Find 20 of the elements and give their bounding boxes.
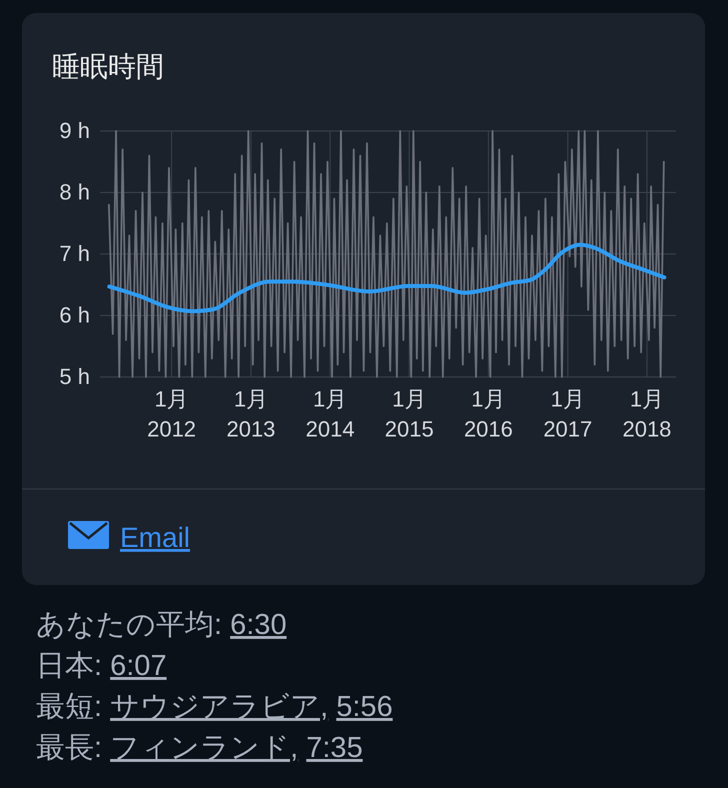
y-tick-label: 6 h	[59, 302, 90, 328]
line-series	[107, 242, 666, 314]
x-tick-label: 1月 2014	[306, 386, 355, 442]
x-tick-label: 1月 2015	[384, 386, 434, 442]
x-tick-label: 1月 2018	[622, 386, 672, 442]
text: 最長: フィンランド, 7:35	[36, 732, 363, 764]
y-tick-label: 5 h	[59, 364, 90, 390]
line-series	[108, 130, 665, 378]
y-tick-label: 9 h	[59, 118, 90, 144]
x-tick-label: 1月 2016	[464, 386, 513, 442]
text: 日本: 6:07	[36, 650, 167, 682]
y-tick-label: 7 h	[59, 241, 90, 266]
y-tick-label: 8 h	[59, 180, 90, 205]
text: Email	[120, 522, 190, 553]
chart-title: 睡眠時間	[52, 51, 164, 82]
x-tick-label: 1月 2012	[147, 386, 196, 442]
x-tick-label: 1月 2013	[226, 386, 276, 442]
text: あなたの平均: 6:30	[36, 609, 287, 641]
x-tick-label: 1月 2017	[543, 386, 592, 442]
text: 最短: サウジアラビア, 5:56	[36, 691, 393, 723]
